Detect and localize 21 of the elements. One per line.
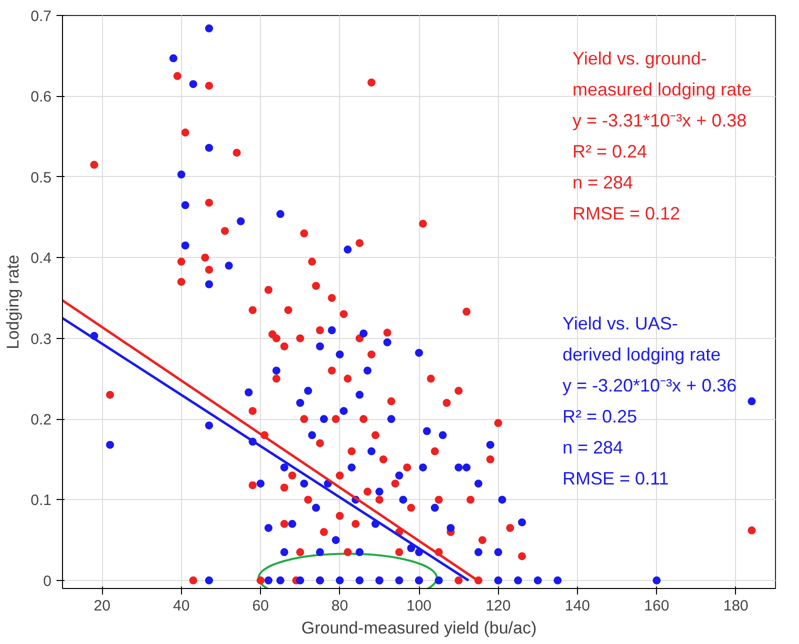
y-tick-label: 0.6	[30, 88, 52, 106]
annotation: Yield vs. ground- measured lodging rate y = -3.31*10⁻³x + 0.38 R² = 0.24 n = 284 RMSE = 0.12	[572, 48, 752, 224]
x-tick-label: 40	[172, 598, 190, 614]
annotation: Yield vs. UAS- derived lodging rate y = -3.20*10⁻³x + 0.36 R² = 0.25 n = 284 RMSE = 0.11	[562, 314, 737, 488]
x-tick-label: 100	[406, 598, 432, 614]
y-tick-label: 0.3	[30, 330, 52, 348]
y-tick-label: 0.1	[30, 492, 52, 510]
x-tick-label: 140	[564, 598, 590, 614]
y-tick-label: 0.4	[30, 250, 52, 268]
x-tick-label: 120	[486, 598, 511, 614]
x-tick-label: 20	[94, 598, 110, 614]
y-tick-label: 0	[43, 572, 52, 590]
x-tick-label: 60	[252, 598, 269, 614]
x-tick-label: 180	[723, 598, 748, 614]
x-tick-label: 160	[644, 598, 670, 614]
x-axis-title: Ground-measured yield (bu/ac)	[301, 618, 537, 638]
y-axis-title: Lodging rate	[4, 254, 23, 350]
x-tick-label: 80	[331, 598, 348, 614]
y-tick-label: 0.2	[30, 412, 52, 429]
y-tick-label: 0.7	[30, 8, 52, 25]
y-tick-label: 0.5	[30, 169, 52, 186]
